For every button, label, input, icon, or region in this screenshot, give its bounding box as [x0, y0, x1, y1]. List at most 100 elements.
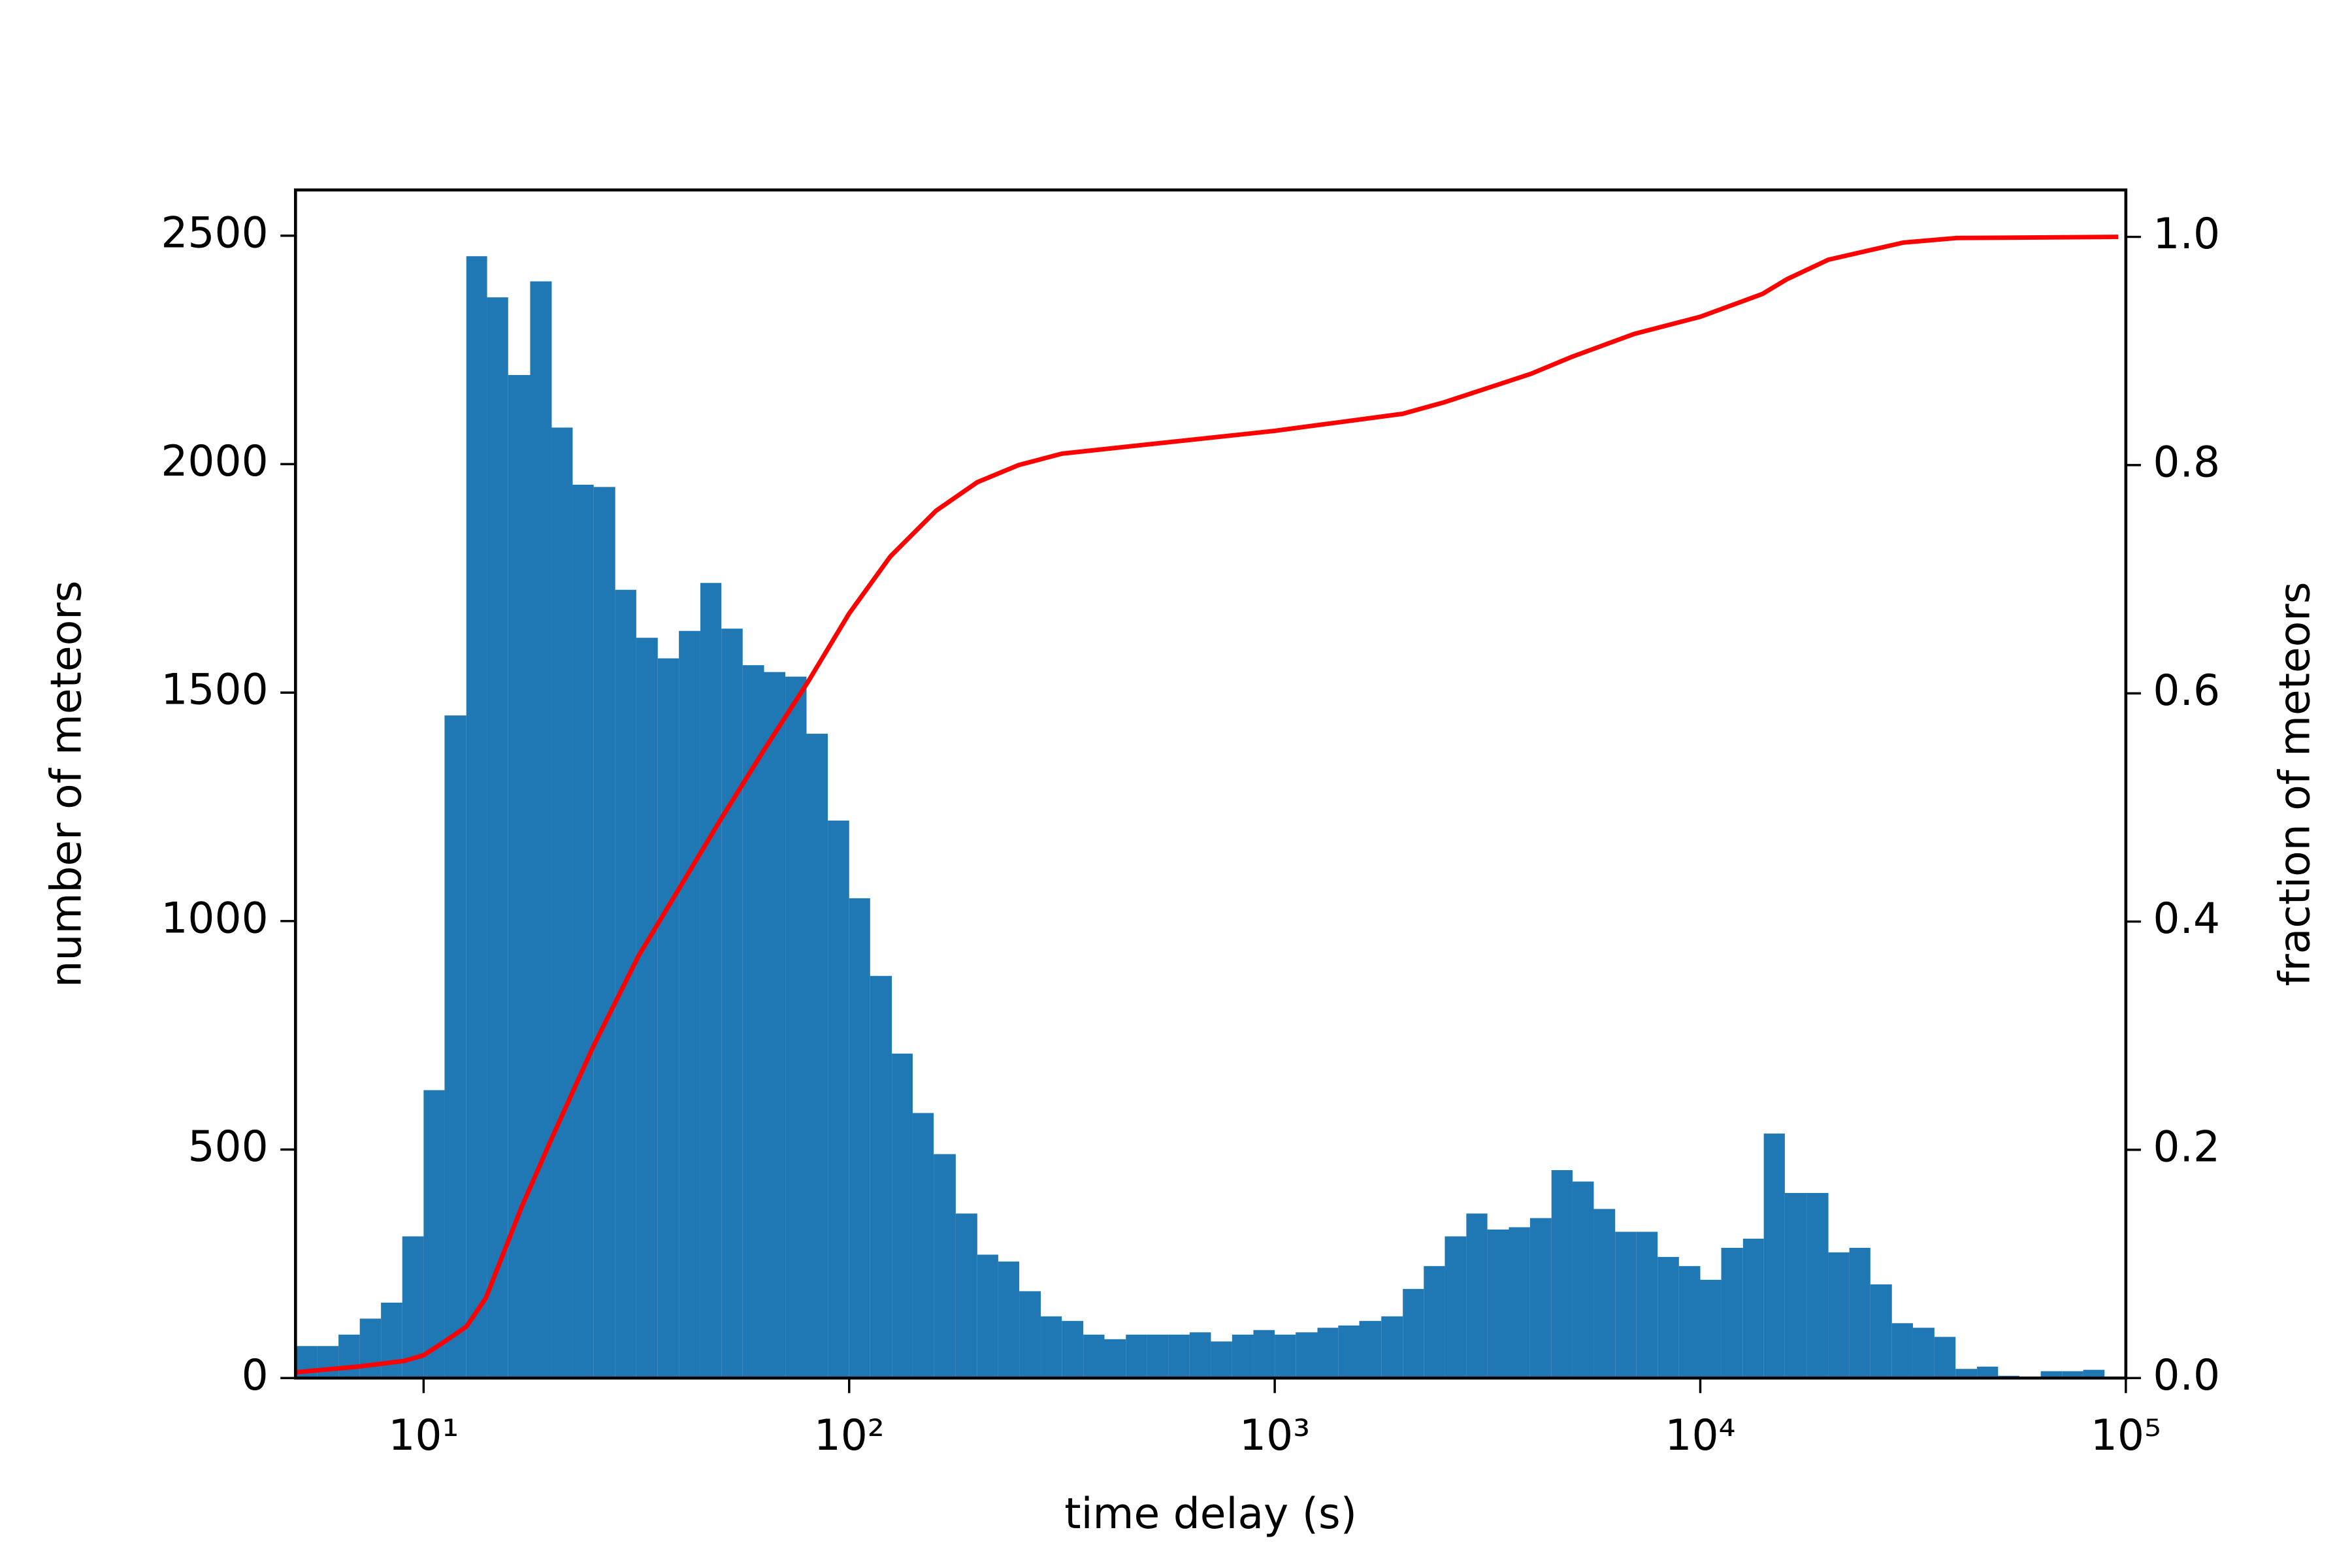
bar [1104, 1339, 1126, 1379]
bar [1828, 1252, 1850, 1379]
y2-tick-label: 0.4 [2153, 894, 2220, 943]
y-tick-label: 2500 [161, 208, 268, 257]
bar [1253, 1330, 1275, 1379]
y-tick-label: 1500 [161, 666, 268, 715]
bar [1955, 1369, 1978, 1379]
bar [1147, 1334, 1169, 1379]
bar [1168, 1334, 1190, 1379]
y-tick-label: 0 [242, 1351, 269, 1400]
bar [466, 256, 487, 1379]
bar [828, 820, 849, 1379]
bar [359, 1318, 382, 1379]
bar [1721, 1247, 1743, 1379]
bar [1317, 1328, 1339, 1379]
y-tick-label: 500 [188, 1122, 268, 1171]
bar [1232, 1334, 1254, 1379]
bar [1763, 1134, 1785, 1379]
x-tick-label: 10¹ [388, 1411, 459, 1460]
bar [1636, 1232, 1658, 1379]
x-axis-label: time delay (s) [1064, 1490, 1357, 1539]
bar [1806, 1192, 1829, 1379]
bar [1912, 1328, 1935, 1379]
bar [998, 1261, 1020, 1379]
bar [1678, 1266, 1701, 1379]
bar [1849, 1247, 1870, 1379]
bar [1870, 1284, 1892, 1379]
bar [1338, 1325, 1360, 1379]
bar [1509, 1227, 1530, 1379]
bar [912, 1113, 934, 1379]
bar [1891, 1323, 1913, 1379]
bar [1424, 1266, 1445, 1379]
bar [381, 1302, 402, 1379]
bar [2040, 1371, 2063, 1379]
bar [764, 672, 786, 1379]
bar [2062, 1371, 2083, 1379]
y2-tick-label: 0.6 [2153, 666, 2220, 715]
bar [1083, 1334, 1105, 1379]
bar [1381, 1316, 1403, 1379]
bar [338, 1334, 360, 1379]
bar [1296, 1332, 1318, 1379]
bar [1019, 1291, 1041, 1379]
x-tick-label: 10⁴ [1665, 1411, 1735, 1460]
bar [934, 1154, 956, 1379]
bar [892, 1053, 913, 1379]
bar [1126, 1334, 1147, 1379]
bar [530, 281, 552, 1379]
bar [1934, 1337, 1956, 1379]
bar [1700, 1279, 1722, 1379]
bar [1572, 1181, 1594, 1379]
y-tick-label: 1000 [161, 894, 268, 943]
bar [977, 1254, 998, 1379]
x-tick-label: 10³ [1239, 1411, 1310, 1460]
y2-tick-label: 0.2 [2153, 1122, 2220, 1171]
bar [1189, 1332, 1211, 1379]
y2-axis-label: fraction of meteors [2271, 581, 2320, 986]
bar [700, 583, 722, 1379]
bar [1593, 1209, 1616, 1379]
bar [572, 484, 594, 1379]
bar [593, 487, 615, 1379]
bar [657, 658, 679, 1379]
bar [636, 638, 658, 1379]
bar [1784, 1192, 1807, 1379]
bar [423, 1090, 445, 1379]
bar [1041, 1316, 1062, 1379]
bar [1551, 1170, 1573, 1379]
bar [955, 1213, 977, 1379]
bar [742, 665, 764, 1379]
bar [870, 975, 892, 1379]
bar [1529, 1218, 1552, 1379]
bar [1359, 1320, 1382, 1379]
y2-tick-label: 1.0 [2153, 210, 2220, 259]
bar [1977, 1366, 1999, 1379]
bar [444, 715, 466, 1379]
bar [1615, 1232, 1637, 1379]
x-tick-label: 10² [814, 1411, 885, 1460]
plot-frame [293, 188, 2128, 1380]
bar [2083, 1369, 2105, 1379]
bar [679, 630, 700, 1379]
bar [487, 297, 508, 1379]
bar [849, 898, 870, 1379]
bar [1466, 1213, 1488, 1379]
bar [1487, 1229, 1509, 1379]
x-tick-label: 10⁵ [2091, 1411, 2161, 1460]
bar [317, 1346, 339, 1379]
y2-tick-label: 0.0 [2153, 1351, 2220, 1400]
bar [1062, 1320, 1084, 1379]
bar [806, 734, 828, 1379]
cumulative-line [295, 235, 2119, 1375]
bar [1275, 1334, 1296, 1379]
bar [1658, 1256, 1679, 1379]
bar [1742, 1238, 1764, 1379]
y-axis-label: number of meteors [42, 580, 91, 987]
y2-tick-label: 0.8 [2153, 438, 2220, 487]
bar [1211, 1341, 1232, 1379]
bar [551, 427, 573, 1379]
bar [1445, 1236, 1467, 1379]
bar [721, 629, 743, 1379]
